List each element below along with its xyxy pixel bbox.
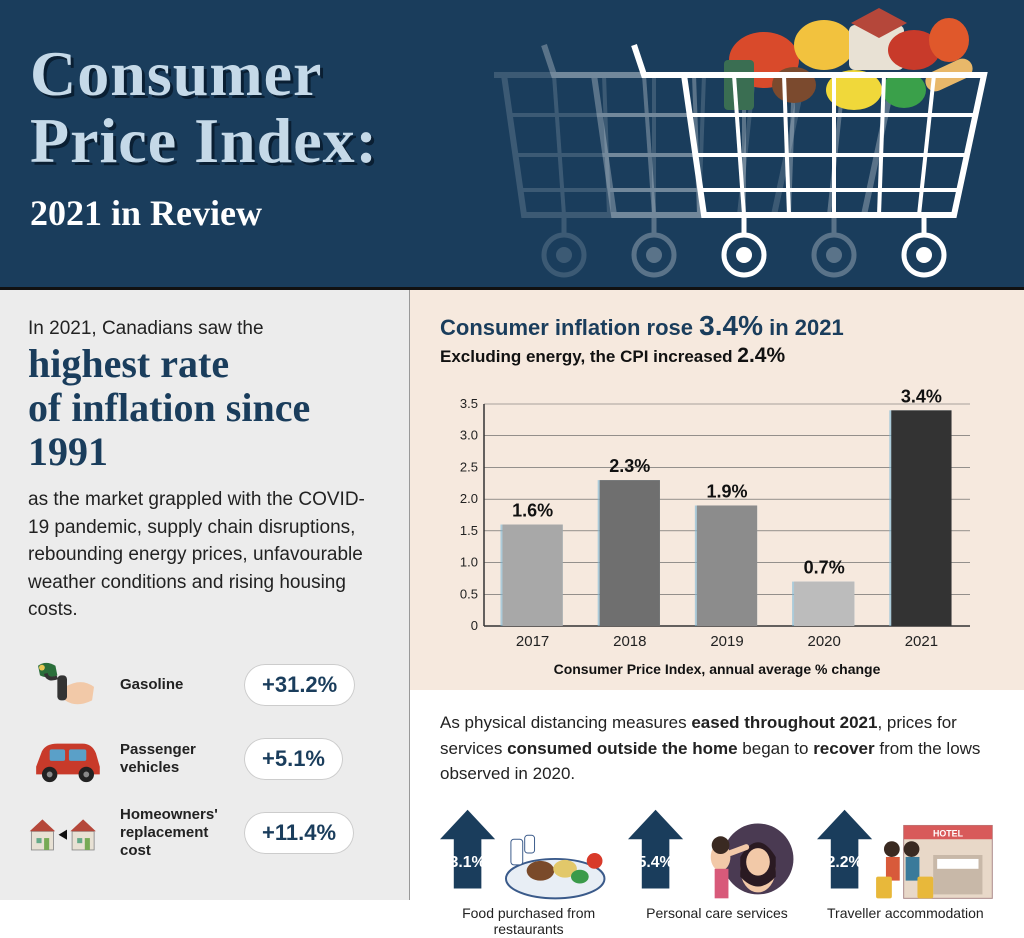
recovery-label: Personal care services xyxy=(628,905,805,922)
title-line-1: Consumer xyxy=(30,38,322,109)
recovery-graphic: 2.2% HOTEL xyxy=(817,809,994,901)
svg-text:1.5: 1.5 xyxy=(460,523,478,538)
recovery-label: Food purchased from restaurants xyxy=(440,905,617,938)
svg-text:HOTEL: HOTEL xyxy=(933,828,964,838)
recovery-graphic: 5.4% xyxy=(628,809,805,901)
svg-text:2.2%: 2.2% xyxy=(826,853,862,870)
factor-value-pill: +31.2% xyxy=(244,664,355,706)
svg-text:2018: 2018 xyxy=(613,633,646,650)
svg-text:2017: 2017 xyxy=(516,633,549,650)
factor-list: Gasoline +31.2% Passenger vehicles xyxy=(28,658,381,860)
up-arrow-icon: 3.1% xyxy=(440,809,495,888)
factor-label: Passenger vehicles xyxy=(120,741,230,777)
up-arrow-icon: 5.4% xyxy=(628,809,683,888)
content-body: In 2021, Canadians saw the highest rate … xyxy=(0,290,1024,900)
svg-text:3.4%: 3.4% xyxy=(901,386,942,406)
houses-icon xyxy=(28,806,106,860)
recovery-text: As physical distancing measures eased th… xyxy=(440,710,994,787)
svg-text:3.5: 3.5 xyxy=(460,396,478,411)
intro-headline: highest rate of inflation since 1991 xyxy=(28,342,381,474)
recovery-item-food: 3.1% xyxy=(440,809,617,938)
recovery-graphic: 3.1% xyxy=(440,809,617,901)
svg-text:3.1%: 3.1% xyxy=(450,853,486,870)
svg-text:0.5: 0.5 xyxy=(460,586,478,601)
food-plate-icon xyxy=(506,835,604,898)
title-line-2: Price Index: xyxy=(30,105,378,176)
factor-row-homeowners: Homeowners' replacement cost +11.4% xyxy=(28,806,381,860)
chart-caption: Consumer Price Index, annual average % c… xyxy=(440,661,994,677)
car-icon xyxy=(28,732,106,786)
svg-text:2.0: 2.0 xyxy=(460,491,478,506)
recovery-item-traveller: 2.2% HOTEL xyxy=(817,809,994,938)
svg-text:1.0: 1.0 xyxy=(460,555,478,570)
factor-value-pill: +5.1% xyxy=(244,738,343,780)
recovery-panel: As physical distancing measures eased th… xyxy=(410,690,1024,938)
hotel-icon: HOTEL xyxy=(876,825,992,898)
svg-text:2021: 2021 xyxy=(905,633,938,650)
chart-subtitle: Excluding energy, the CPI increased 2.4% xyxy=(440,344,994,368)
factor-value-pill: +11.4% xyxy=(244,812,354,854)
recovery-item-personal-care: 5.4% xyxy=(628,809,805,938)
chart-sub-prefix: Excluding energy, the CPI increased xyxy=(440,347,737,366)
salon-icon xyxy=(711,823,794,898)
chart-sub-pct: 2.4% xyxy=(737,344,785,367)
shopping-cart-illustration xyxy=(494,5,1014,285)
svg-text:0: 0 xyxy=(471,618,478,633)
up-arrow-icon: 2.2% xyxy=(817,809,872,888)
svg-text:3.0: 3.0 xyxy=(460,428,478,443)
svg-text:2019: 2019 xyxy=(710,633,743,650)
bar-chart: 0 0.5 1.0 1.5 2.0 2.5 3.0 3.5 1.6% 2017 2.3% 2018 1.… xyxy=(440,374,994,659)
svg-text:2.5: 2.5 xyxy=(460,459,478,474)
svg-text:0.7%: 0.7% xyxy=(804,558,845,578)
factor-row-vehicles: Passenger vehicles +5.1% xyxy=(28,732,381,786)
chart-panel: Consumer inflation rose 3.4% in 2021 Exc… xyxy=(410,290,1024,690)
svg-text:2.3%: 2.3% xyxy=(609,456,650,476)
intro-body-text: as the market grappled with the COVID-19… xyxy=(28,486,381,624)
right-column: Consumer inflation rose 3.4% in 2021 Exc… xyxy=(410,290,1024,900)
header-banner: Consumer Price Index: 2021 in Review xyxy=(0,0,1024,290)
chart-title: Consumer inflation rose 3.4% in 2021 xyxy=(440,310,994,342)
svg-text:1.6%: 1.6% xyxy=(512,501,553,521)
chart-title-suffix: in 2021 xyxy=(763,315,844,340)
chart-title-pct: 3.4% xyxy=(699,310,763,341)
svg-text:1.9%: 1.9% xyxy=(706,481,747,501)
factor-label: Homeowners' replacement cost xyxy=(120,806,230,860)
intro-lead-text: In 2021, Canadians saw the xyxy=(28,318,381,340)
recovery-label: Traveller accommodation xyxy=(817,905,994,922)
svg-text:5.4%: 5.4% xyxy=(638,853,674,870)
left-column: In 2021, Canadians saw the highest rate … xyxy=(0,290,410,900)
factor-label: Gasoline xyxy=(120,676,230,694)
svg-text:2020: 2020 xyxy=(808,633,841,650)
gasoline-icon xyxy=(28,658,106,712)
cart-goods-icon xyxy=(724,8,976,110)
chart-title-prefix: Consumer inflation rose xyxy=(440,315,699,340)
recovery-items: 3.1% xyxy=(440,809,994,938)
factor-row-gasoline: Gasoline +31.2% xyxy=(28,658,381,712)
